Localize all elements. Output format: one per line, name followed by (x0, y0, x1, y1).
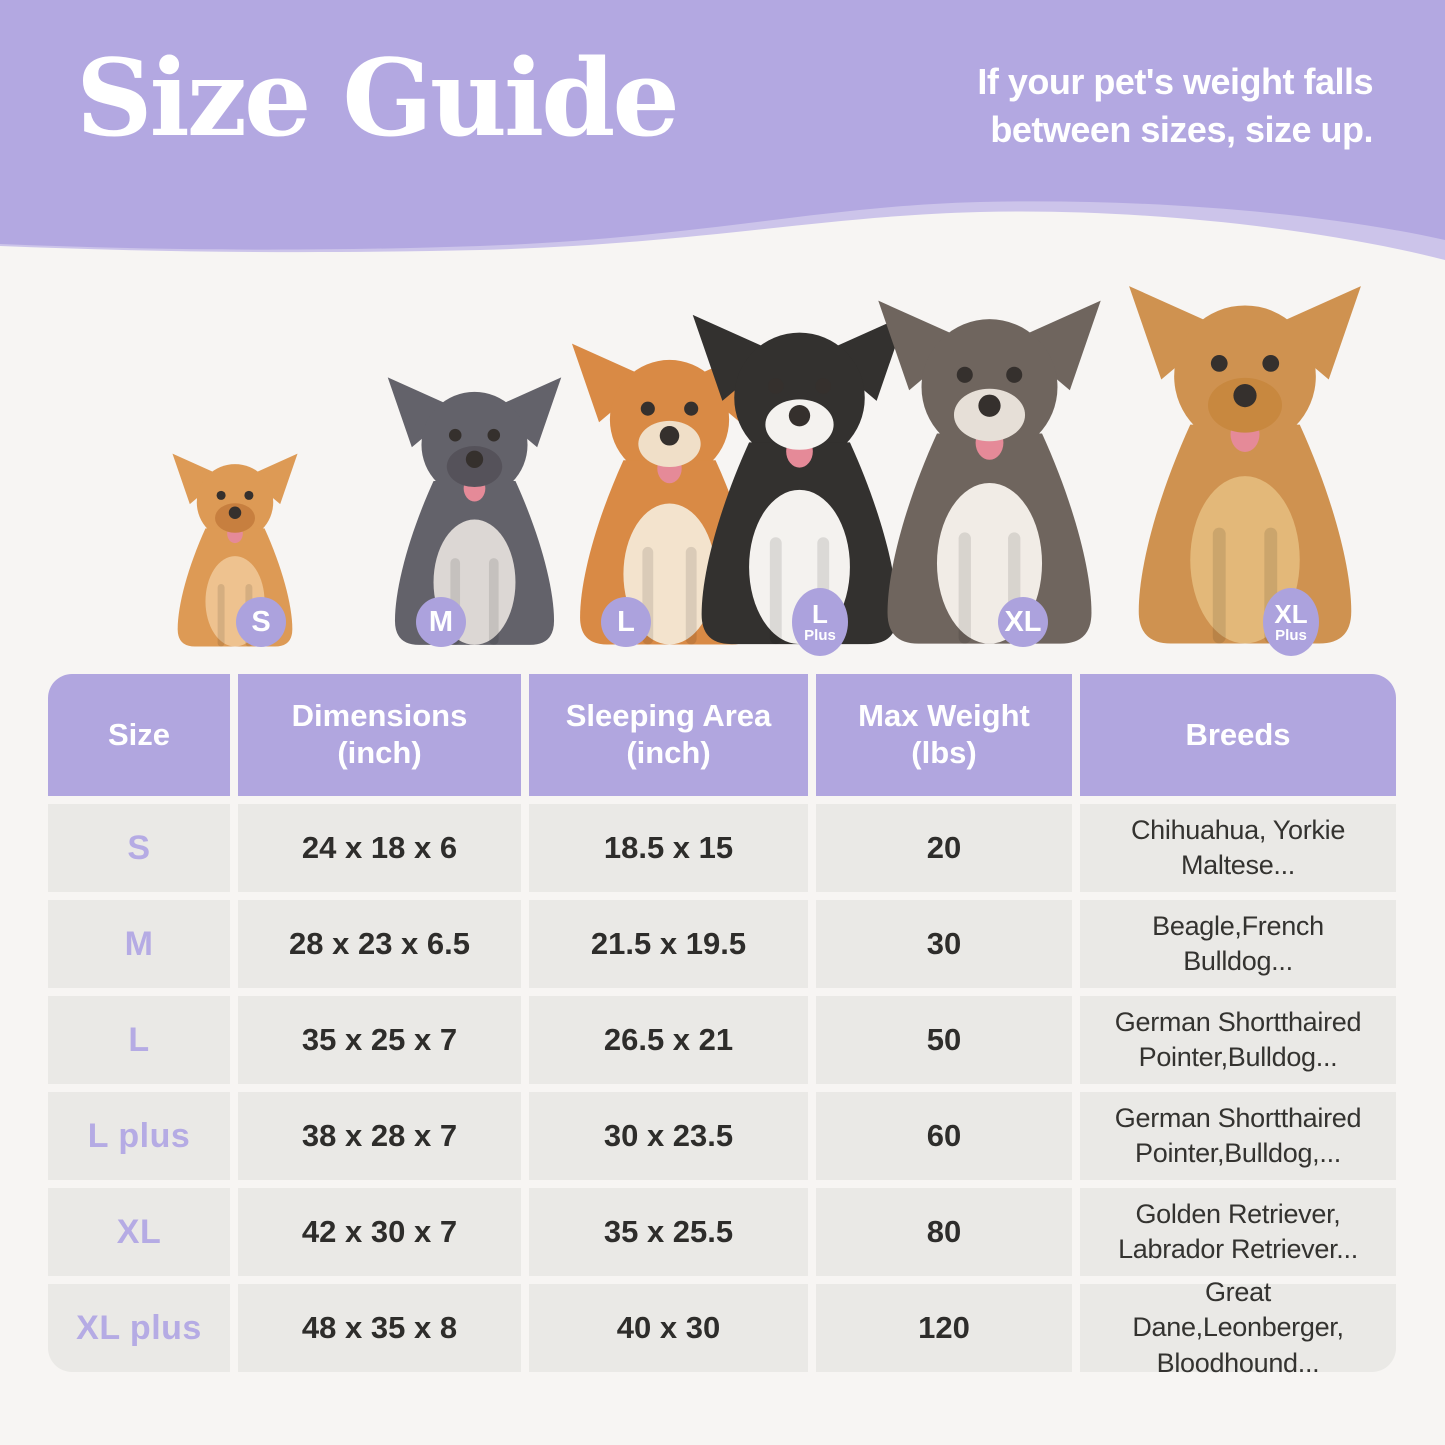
column-header-sleeping-area: Sleeping Area (inch) (529, 674, 808, 796)
cell-max-weight: 20 (816, 804, 1072, 892)
cell-breeds: Golden Retriever, Labrador Retriever... (1080, 1188, 1396, 1276)
cell-sleeping-area: 18.5 x 15 (529, 804, 808, 892)
cell-dimensions: 35 x 25 x 7 (238, 996, 521, 1084)
page-title: Size Guide (76, 35, 680, 160)
column-header-dimensions: Dimensions (inch) (238, 674, 521, 796)
cell-dimensions: 42 x 30 x 7 (238, 1188, 521, 1276)
cell-size: L plus (48, 1092, 230, 1180)
cell-dimensions: 38 x 28 x 7 (238, 1092, 521, 1180)
cell-max-weight: 50 (816, 996, 1072, 1084)
cell-dimensions: 24 x 18 x 6 (238, 804, 521, 892)
cell-dimensions: 48 x 35 x 8 (238, 1284, 521, 1372)
cell-breeds: German Shortthaired Pointer,Bulldog... (1080, 996, 1396, 1084)
cell-size: S (48, 804, 230, 892)
badge-label: L (812, 599, 828, 629)
cell-sleeping-area: 35 x 25.5 (529, 1188, 808, 1276)
size-badge-xl-plus: XL Plus (1263, 588, 1319, 656)
badge-sublabel: Plus (804, 627, 836, 644)
cell-sleeping-area: 40 x 30 (529, 1284, 808, 1372)
column-header-size: Size (48, 674, 230, 796)
cell-size: XL (48, 1188, 230, 1276)
badge-label: XL (1274, 599, 1308, 629)
cell-max-weight: 60 (816, 1092, 1072, 1180)
cell-sleeping-area: 30 x 23.5 (529, 1092, 808, 1180)
badge-label: M (428, 605, 454, 638)
size-badge-l: L (601, 597, 651, 647)
badge-sublabel: Plus (1275, 627, 1307, 644)
badge-label: L (617, 605, 635, 638)
note-line-2: between sizes, size up. (990, 108, 1373, 150)
column-header-breeds: Breeds (1080, 674, 1396, 796)
size-table: Size Dimensions (inch) Sleeping Area (in… (48, 674, 1397, 1378)
cell-max-weight: 120 (816, 1284, 1072, 1372)
header-wave-background (0, 0, 1445, 260)
cell-breeds: Chihuahua, Yorkie Maltese... (1080, 804, 1396, 892)
cell-size: L (48, 996, 230, 1084)
dog-golden-retriever-illustration (1129, 286, 1361, 644)
cell-size: XL plus (48, 1284, 230, 1372)
cell-max-weight: 30 (816, 900, 1072, 988)
note-line-1: If your pet's weight falls (977, 61, 1373, 102)
badge-label: S (251, 605, 271, 638)
size-badge-xl: XL (998, 597, 1048, 647)
cell-max-weight: 80 (816, 1188, 1072, 1276)
column-header-max-weight: Max Weight (lbs) (816, 674, 1072, 796)
cell-sleeping-area: 21.5 x 19.5 (529, 900, 808, 988)
cell-breeds: German Shortthaired Pointer,Bulldog,... (1080, 1092, 1396, 1180)
cell-size: M (48, 900, 230, 988)
cell-breeds: Beagle,French Bulldog... (1080, 900, 1396, 988)
badge-label: XL (1004, 605, 1042, 638)
size-badge-l-plus: L Plus (792, 588, 848, 656)
cell-dimensions: 28 x 23 x 6.5 (238, 900, 521, 988)
size-badge-m: M (416, 597, 466, 647)
cell-breeds: Great Dane,Leonberger, Bloodhound... (1080, 1277, 1396, 1378)
cell-sleeping-area: 26.5 x 21 (529, 996, 808, 1084)
dog-pomeranian-illustration (172, 453, 298, 647)
sizing-advice-note: If your pet's weight falls between sizes… (977, 58, 1373, 153)
size-badge-s: S (236, 597, 286, 647)
